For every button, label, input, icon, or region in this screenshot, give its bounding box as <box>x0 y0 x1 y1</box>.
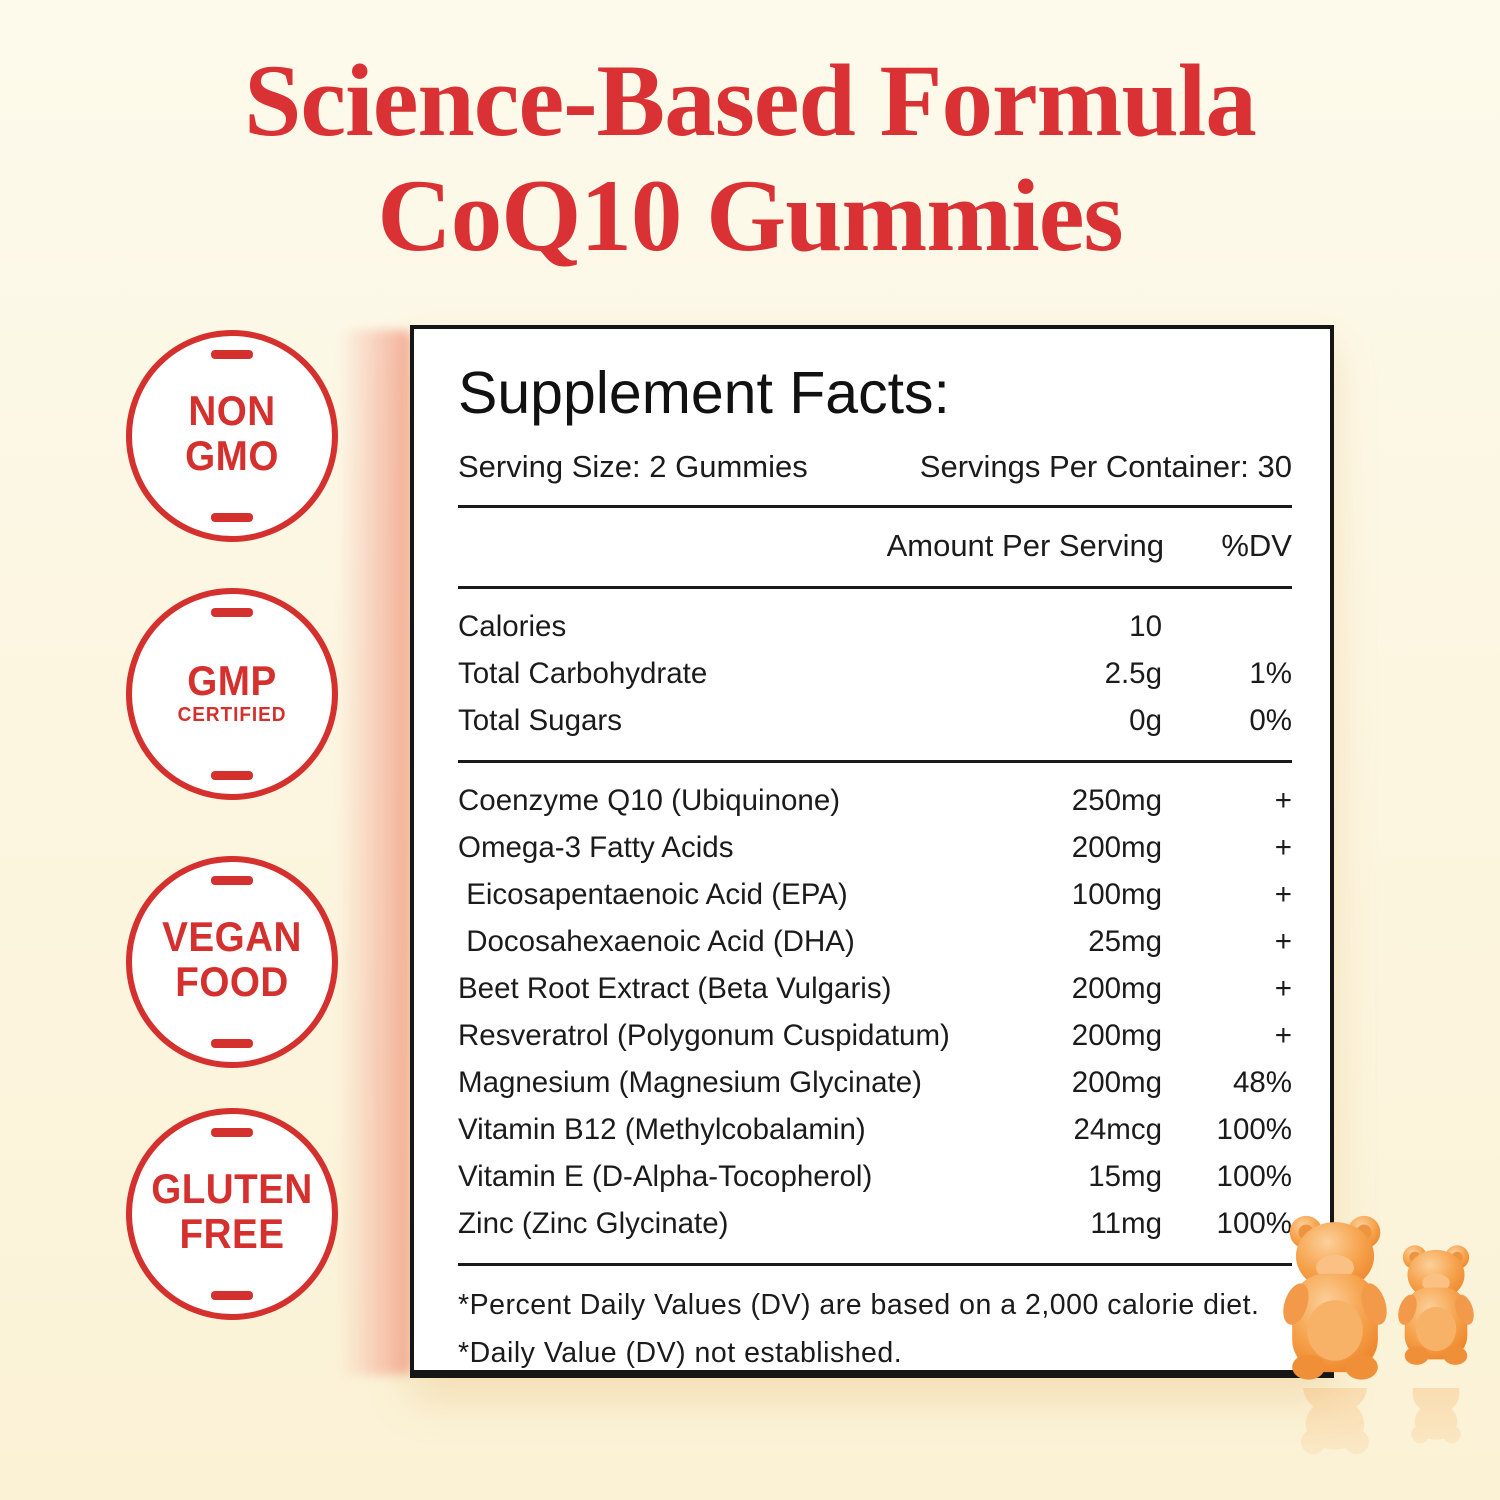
supplement-facts-heading: Supplement Facts: <box>458 360 950 426</box>
nutrient-amount: 10 <box>1129 609 1162 643</box>
table-row: Calories 10 <box>458 603 1292 650</box>
ingredient-name: Magnesium (Magnesium Glycinate) <box>458 1065 922 1099</box>
certification-badge: VEGAN FOOD <box>126 856 338 1068</box>
divider <box>458 505 1292 508</box>
badge-dash-bottom-icon <box>211 1291 253 1300</box>
table-row: Vitamin B12 (Methylcobalamin) 24mcg 100% <box>458 1106 1292 1153</box>
badge-label: VEGAN FOOD <box>162 912 302 1006</box>
ingredient-name: Beet Root Extract (Beta Vulgaris) <box>458 971 892 1005</box>
badge-dash-bottom-icon <box>211 513 253 522</box>
divider <box>458 1263 1292 1266</box>
badge-dash-top-icon <box>211 1128 253 1137</box>
ingredient-name: Resveratrol (Polygonum Cuspidatum) <box>458 1018 950 1052</box>
footnotes: *Percent Daily Values (DV) are based on … <box>458 1266 1292 1378</box>
page-title-line1: Science-Based Formula <box>244 44 1257 158</box>
table-row: Omega-3 Fatty Acids 200mg + <box>458 824 1292 871</box>
badge-dash-top-icon <box>211 350 253 359</box>
badge-label: GMP CERTIFIED <box>177 657 287 727</box>
table-row: Docosahexaenoic Acid (DHA) 25mg + <box>458 918 1292 965</box>
ingredient-dv: 48% <box>1232 1065 1292 1099</box>
ingredient-dv: + <box>1274 1018 1292 1052</box>
nutrient-amount: 2.5g <box>1104 656 1162 690</box>
dv-header: %DV <box>1221 528 1292 563</box>
nutrient-dv: 1% <box>1249 656 1292 690</box>
servings-per-container: Servings Per Container: 30 <box>919 449 1292 484</box>
badge-dash-bottom-icon <box>211 771 253 780</box>
ingredient-dv: + <box>1274 971 1292 1005</box>
badge-dash-bottom-icon <box>211 1039 253 1048</box>
amount-per-serving-header: Amount Per Serving <box>886 528 1164 563</box>
ingredient-name: Eicosapentaenoic Acid (EPA) <box>458 877 848 911</box>
columns-header: Amount Per Serving %DV <box>458 508 1292 586</box>
ingredient-name: Docosahexaenoic Acid (DHA) <box>458 924 855 958</box>
table-row: Total Sugars 0g 0% <box>458 697 1292 744</box>
gummy-bear-large-icon <box>1283 1215 1387 1380</box>
ingredient-dv: + <box>1274 783 1292 817</box>
badge-dash-top-icon <box>211 876 253 885</box>
ingredient-name: Vitamin E (D-Alpha-Tocopherol) <box>458 1159 873 1193</box>
ingredient-name: Zinc (Zinc Glycinate) <box>458 1206 729 1240</box>
panel-glow-decoration <box>338 330 412 1375</box>
ingredient-dv: + <box>1274 924 1292 958</box>
table-row: Magnesium (Magnesium Glycinate) 200mg 48… <box>458 1059 1292 1106</box>
ingredient-amount: 200mg <box>1071 830 1162 864</box>
footnote-text: *Daily Value (DV) not established. <box>458 1336 903 1369</box>
gummy-bears-illustration <box>1272 1208 1487 1398</box>
ingredient-amount: 15mg <box>1088 1159 1162 1193</box>
ingredient-name: Omega-3 Fatty Acids <box>458 830 734 864</box>
gummy-bears-reflection <box>1272 1337 1487 1500</box>
nutrient-amount: 0g <box>1129 703 1162 737</box>
ingredient-name: Coenzyme Q10 (Ubiquinone) <box>458 783 841 817</box>
gummy-bear-small-icon <box>1398 1245 1474 1365</box>
table-row: Beet Root Extract (Beta Vulgaris) 200mg … <box>458 965 1292 1012</box>
ingredient-amount: 25mg <box>1088 924 1162 958</box>
serving-info-row: Serving Size: 2 Gummies Servings Per Con… <box>458 449 1292 485</box>
serving-size: Serving Size: 2 Gummies <box>458 449 808 484</box>
ingredient-amount: 200mg <box>1071 1065 1162 1099</box>
nutrition-rows: Calories 10 Total Carbohydrate 2.5g 1% T… <box>458 589 1292 760</box>
ingredient-amount: 250mg <box>1071 783 1162 817</box>
certification-badge: GLUTEN FREE <box>126 1108 338 1320</box>
ingredient-amount: 200mg <box>1071 1018 1162 1052</box>
page-title-line2: CoQ10 Gummies <box>377 159 1123 274</box>
nutrient-name: Calories <box>458 609 567 643</box>
badge-label: GLUTEN FREE <box>151 1164 313 1258</box>
ingredient-amount: 200mg <box>1071 971 1162 1005</box>
footnote-text: *Percent Daily Values (DV) are based on … <box>458 1289 1260 1321</box>
divider <box>458 760 1292 763</box>
badge-label: NON GMO <box>185 386 279 480</box>
supplement-facts-panel: Supplement Facts: Serving Size: 2 Gummie… <box>410 325 1334 1378</box>
ingredient-dv: + <box>1274 877 1292 911</box>
table-row: Eicosapentaenoic Acid (EPA) 100mg + <box>458 871 1292 918</box>
ingredient-rows: Coenzyme Q10 (Ubiquinone) 250mg + Omega-… <box>458 763 1292 1263</box>
page-title: Science-Based Formula CoQ10 Gummies <box>0 44 1500 275</box>
ingredient-amount: 11mg <box>1090 1206 1162 1240</box>
certification-badge: NON GMO <box>126 330 338 542</box>
nutrient-dv: 0% <box>1249 703 1292 737</box>
table-row: Coenzyme Q10 (Ubiquinone) 250mg + <box>458 777 1292 824</box>
ingredient-amount: 24mcg <box>1073 1112 1162 1146</box>
nutrient-name: Total Sugars <box>458 703 622 737</box>
ingredient-dv: 100% <box>1216 1206 1292 1240</box>
nutrient-name: Total Carbohydrate <box>458 656 708 690</box>
table-row: Vitamin E (D-Alpha-Tocopherol) 15mg 100% <box>458 1153 1292 1200</box>
ingredient-dv: 100% <box>1216 1112 1292 1146</box>
ingredient-amount: 100mg <box>1071 877 1162 911</box>
certification-badge: GMP CERTIFIED <box>126 588 338 800</box>
badge-dash-top-icon <box>211 608 253 617</box>
ingredient-dv: 100% <box>1216 1159 1292 1193</box>
table-row: Resveratrol (Polygonum Cuspidatum) 200mg… <box>458 1012 1292 1059</box>
divider <box>458 586 1292 589</box>
ingredient-name: Vitamin B12 (Methylcobalamin) <box>458 1112 866 1146</box>
table-row: Total Carbohydrate 2.5g 1% <box>458 650 1292 697</box>
ingredient-dv: + <box>1274 830 1292 864</box>
table-row: Zinc (Zinc Glycinate) 11mg 100% <box>458 1200 1292 1247</box>
